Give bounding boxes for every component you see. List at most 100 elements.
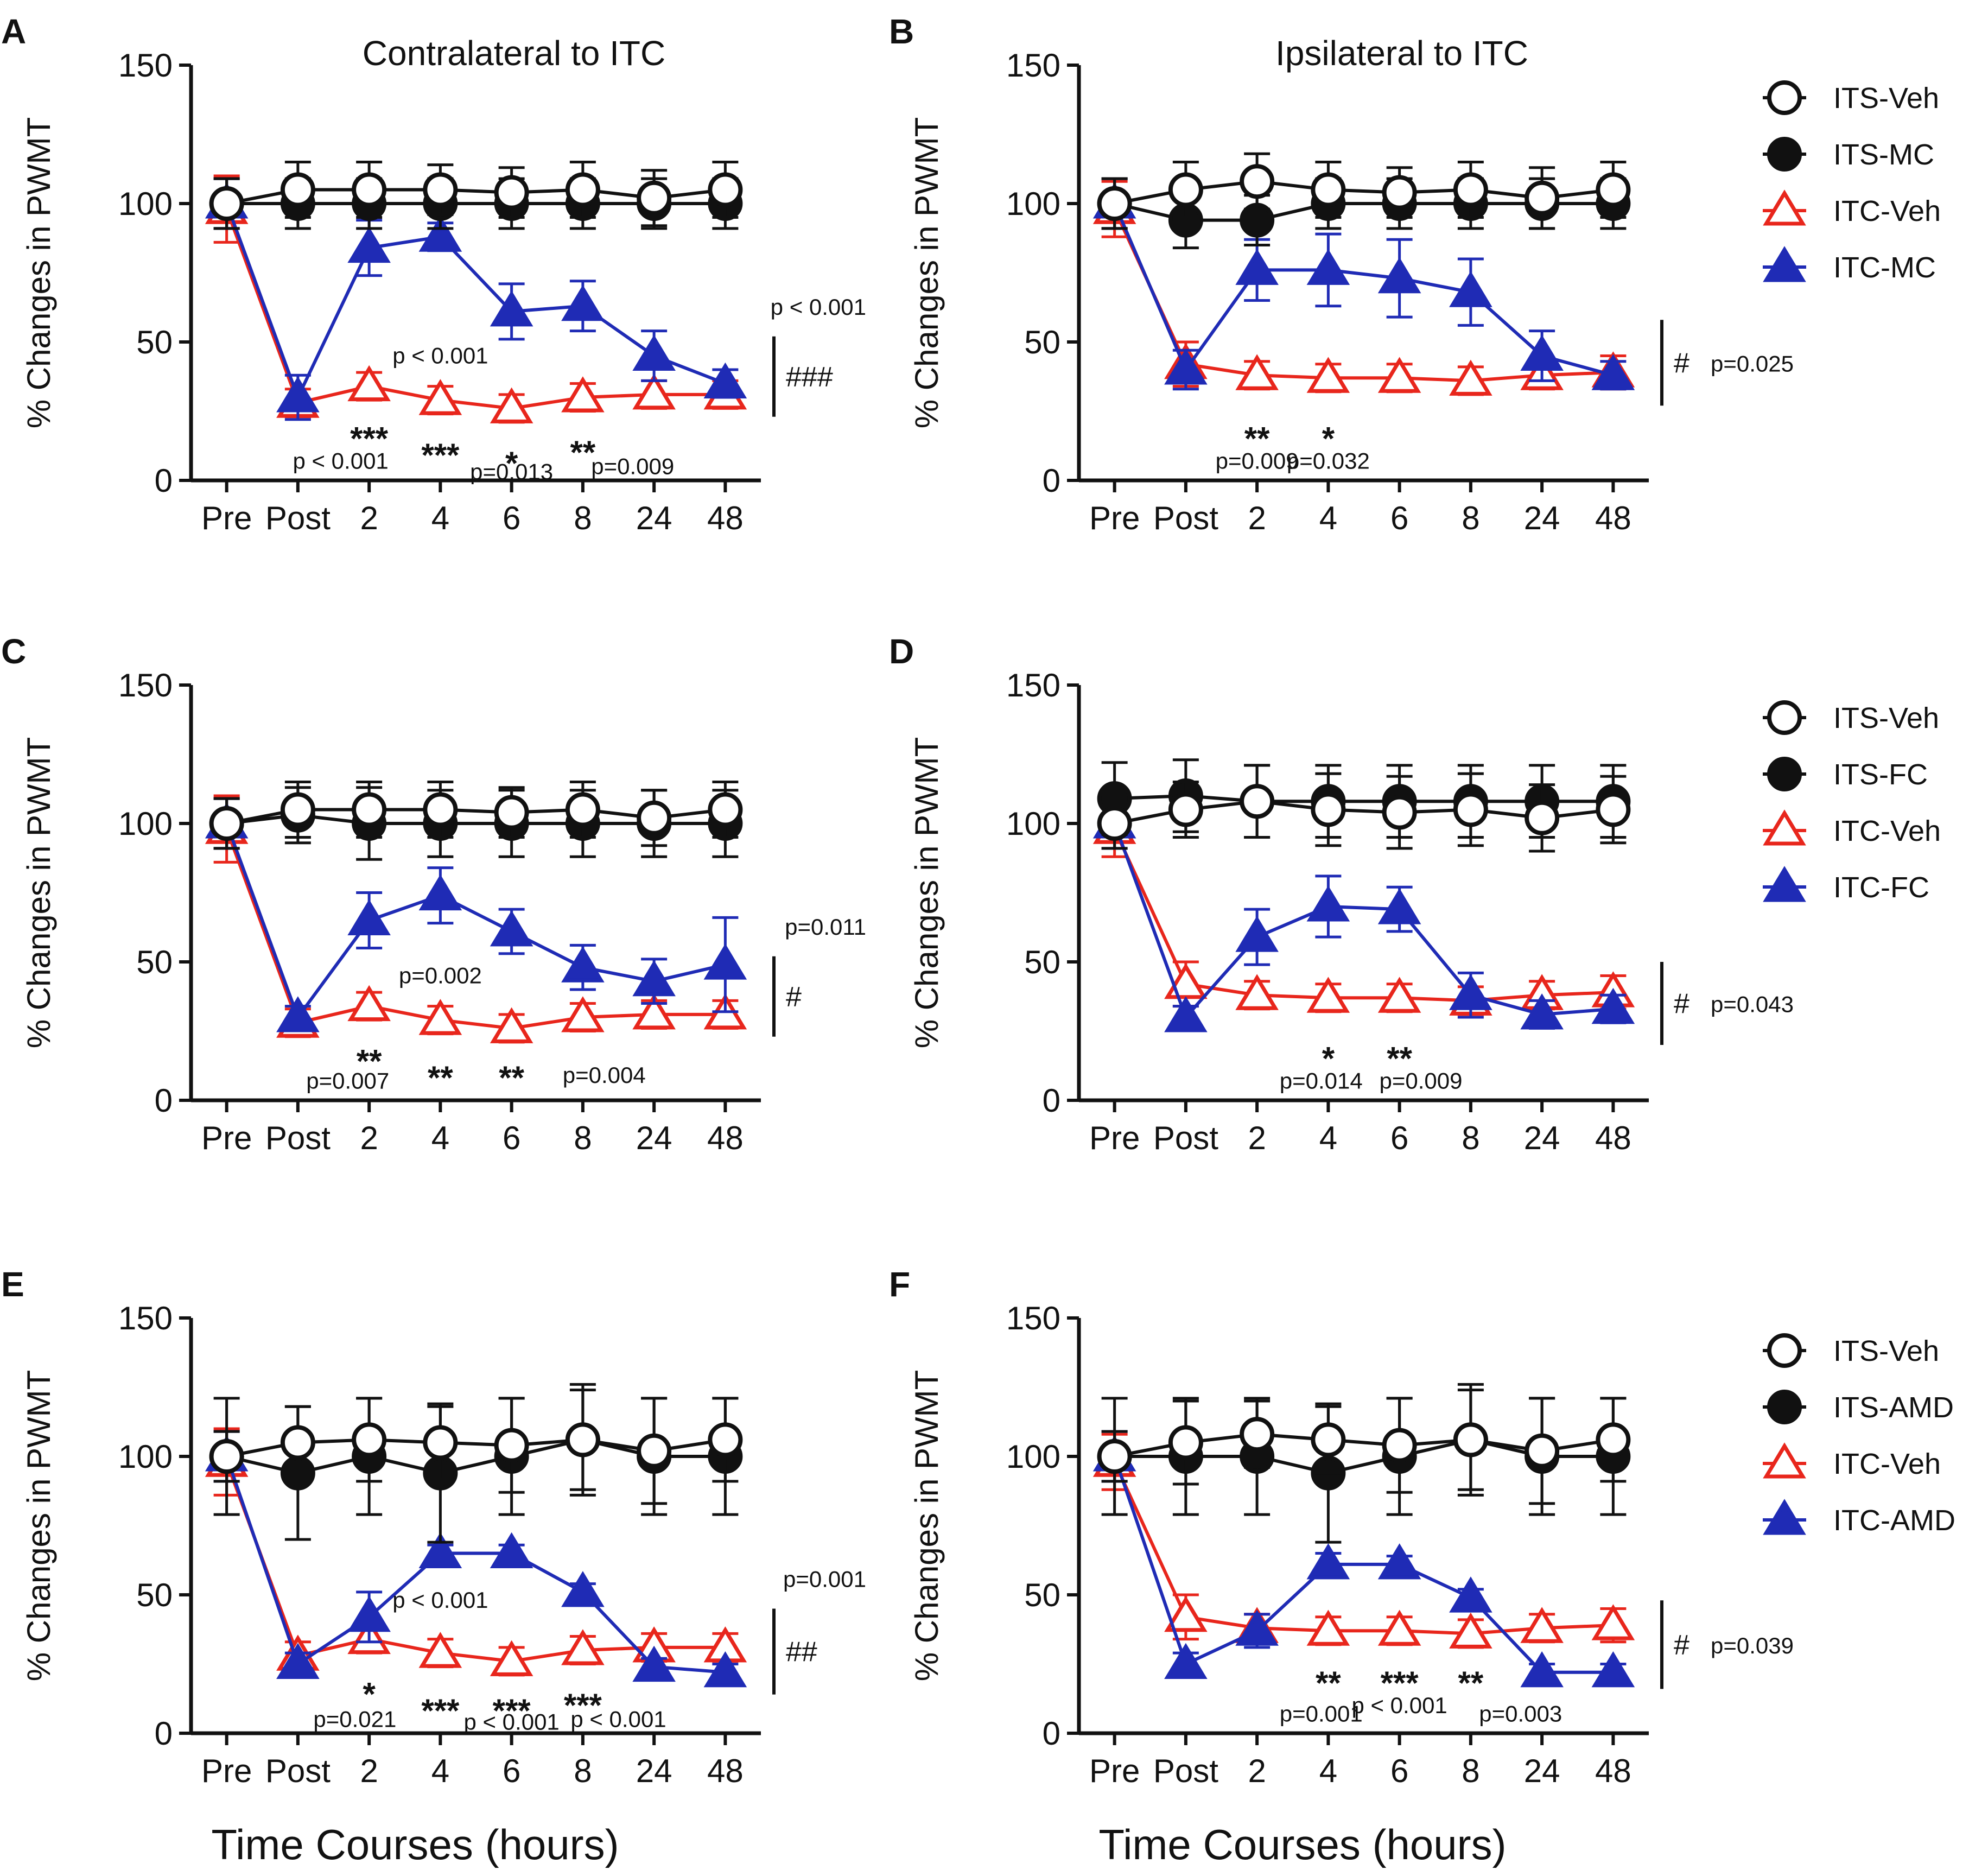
data-point xyxy=(1168,172,1203,207)
legend-label: ITS-FC xyxy=(1833,758,1928,791)
data-point xyxy=(1382,1428,1417,1463)
x-tick-label: 48 xyxy=(707,1753,744,1789)
x-tick-label: 4 xyxy=(431,1753,449,1789)
series-itc-mc xyxy=(1093,177,1635,391)
data-point xyxy=(1596,172,1631,207)
series-line xyxy=(225,828,726,1030)
data-point xyxy=(1311,1422,1346,1457)
data-point xyxy=(1525,180,1560,216)
data-point xyxy=(1240,784,1275,819)
series-line xyxy=(1113,822,1614,1021)
y-axis-title: % Changes in PWMT xyxy=(21,1370,57,1682)
series-line xyxy=(225,208,726,410)
legend-marker xyxy=(1763,866,1806,902)
data-point xyxy=(347,365,391,402)
data-point xyxy=(565,172,600,207)
legend-marker xyxy=(1763,1499,1806,1535)
significance-stars: ** xyxy=(1316,1665,1341,1701)
p-value-annotation: p=0.004 xyxy=(563,1062,646,1088)
x-tick-label: 24 xyxy=(1524,1120,1560,1156)
legend-marker xyxy=(1767,1390,1802,1424)
x-tick-label: 8 xyxy=(1462,500,1479,536)
legend-marker xyxy=(1767,80,1802,115)
x-tick-label: 4 xyxy=(1319,500,1337,536)
data-point xyxy=(1168,792,1203,827)
x-tick-label: Post xyxy=(265,1120,331,1156)
data-point xyxy=(280,1425,315,1460)
x-tick-label: 6 xyxy=(1390,500,1408,536)
significance-stars: *** xyxy=(1381,1665,1419,1701)
data-point xyxy=(423,172,458,207)
legend-marker xyxy=(1767,1333,1802,1368)
legend-label: ITC-Veh xyxy=(1833,195,1941,227)
data-point xyxy=(1306,1609,1350,1646)
data-point xyxy=(632,373,676,410)
data-point xyxy=(1306,249,1350,285)
p-value-annotation: p=0.014 xyxy=(1280,1068,1363,1093)
x-tick-label: Pre xyxy=(201,1753,252,1789)
x-tick-label: 24 xyxy=(636,1753,672,1789)
x-tick-label: 48 xyxy=(1595,1753,1631,1789)
data-point xyxy=(494,1428,529,1463)
x-tick-label: 24 xyxy=(1524,500,1560,536)
data-point xyxy=(209,1439,244,1474)
data-point xyxy=(418,1632,462,1668)
data-point xyxy=(703,1651,747,1688)
panel-label: B xyxy=(889,12,914,51)
y-tick-label: 100 xyxy=(118,186,173,222)
data-point xyxy=(1377,977,1421,1013)
x-tick-label: Post xyxy=(1153,1753,1218,1789)
data-point xyxy=(637,1433,672,1468)
panel-label: E xyxy=(1,1265,24,1304)
data-point xyxy=(490,1640,533,1676)
legend: ITS-Veh ITS-FC ITC-Veh ITC-FC xyxy=(1763,700,1941,904)
data-point xyxy=(1377,257,1421,294)
data-point xyxy=(1520,1651,1564,1688)
significance-stars: ** xyxy=(499,1060,524,1096)
x-tick-label: 24 xyxy=(636,1120,672,1156)
y-tick-label: 150 xyxy=(118,1300,173,1336)
data-point xyxy=(1596,792,1631,827)
y-tick-label: 50 xyxy=(136,324,173,360)
significance-hash: ### xyxy=(786,362,833,393)
y-tick-label: 50 xyxy=(136,944,173,980)
data-point xyxy=(708,1422,743,1457)
data-point xyxy=(632,1645,676,1682)
y-tick-label: 0 xyxy=(1043,1715,1060,1752)
x-tick-label: Post xyxy=(265,1753,331,1789)
data-point xyxy=(418,999,462,1035)
y-axis-title: % Changes in PWMT xyxy=(909,1370,945,1682)
y-tick-label: 150 xyxy=(1006,47,1060,84)
legend-label: ITC-MC xyxy=(1833,251,1936,284)
significance-stars: *** xyxy=(350,420,389,457)
data-point xyxy=(280,172,315,207)
p-value-annotation: p < 0.001 xyxy=(1351,1693,1447,1718)
legend-label: ITC-AMD xyxy=(1833,1504,1955,1537)
series-its-veh xyxy=(209,1383,743,1516)
data-point xyxy=(1453,792,1488,827)
significance-stars: ** xyxy=(1244,420,1270,457)
x-tick-label: 48 xyxy=(1595,500,1631,536)
panel-a: A Contralateral to ITC 0 50 100 150 % Changes … xyxy=(1,12,866,536)
data-point xyxy=(1235,1609,1279,1646)
significance-hash: # xyxy=(1674,1630,1689,1661)
series-itc-fc xyxy=(205,797,747,1032)
x-tick-label: 6 xyxy=(503,1120,520,1156)
significance-hash: ## xyxy=(786,1637,817,1668)
x-tick-label: 2 xyxy=(360,1753,378,1789)
panel-label: F xyxy=(889,1265,910,1304)
data-point xyxy=(347,226,391,263)
data-point xyxy=(1235,974,1279,1010)
data-point xyxy=(1097,186,1132,221)
x-tick-label: 6 xyxy=(1390,1753,1408,1789)
data-point xyxy=(1377,1609,1421,1646)
y-tick-label: 100 xyxy=(118,1438,173,1475)
legend-marker xyxy=(1767,757,1802,791)
data-point xyxy=(418,216,462,252)
x-tick-label: 48 xyxy=(707,1120,744,1156)
data-point xyxy=(418,874,462,911)
x-tick-label: 24 xyxy=(636,500,672,536)
data-point xyxy=(352,172,387,207)
data-point xyxy=(632,334,676,371)
x-tick-label: 6 xyxy=(503,500,520,536)
